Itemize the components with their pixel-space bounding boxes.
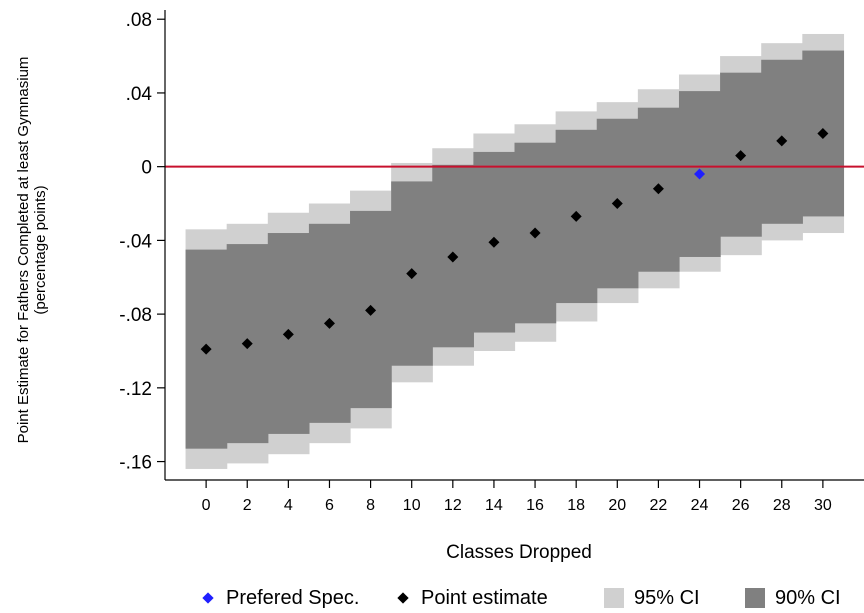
x-tick-label: 8: [366, 497, 375, 514]
x-tick-label: 6: [325, 497, 334, 514]
point-estimate-marker: [570, 210, 582, 222]
y-axis-label-line1: Point Estimate for Fathers Completed at …: [15, 57, 32, 444]
point-estimate-marker: [611, 198, 623, 210]
chart-plot: .08.040-.04-.08-.12-.16 0 2 4 6 8 10 12 14 16 18 2…: [15, 10, 864, 563]
y-tick-label: -.08: [119, 305, 152, 326]
legend-label-ci95: 95% CI: [634, 586, 700, 609]
chart-legend: Prefered Spec. Point estimate 95% CI 90%…: [0, 583, 864, 613]
point-estimate-marker: [735, 150, 747, 162]
y-axis: .08 .04 0 -.04 -.08 -.12 -.16: [119, 10, 166, 480]
ci90-band-group: [185, 50, 845, 449]
point-estimate-marker: [365, 304, 377, 316]
legend-label-ci90: 90% CI: [775, 586, 841, 609]
x-tick-label: 20: [608, 497, 626, 514]
y-tick-label: .04: [126, 84, 153, 105]
x-tick-label: 4: [284, 497, 293, 514]
x-tick-label: 16: [526, 497, 544, 514]
legend-swatch-preferred: [202, 592, 214, 604]
point-estimate-marker: [652, 183, 664, 195]
legend-swatch-point-estimate: [397, 592, 409, 604]
point-estimate-marker: [200, 343, 212, 355]
x-tick-label: 12: [444, 497, 462, 514]
y-tick-label: -.16: [119, 453, 152, 474]
point-estimate-marker: [323, 317, 335, 329]
legend-item-ci90: 90% CI: [745, 583, 841, 613]
legend-swatch-ci95: [604, 588, 624, 608]
y-tick-label: -.12: [119, 379, 152, 400]
point-estimate-marker: [447, 251, 459, 263]
point-estimate-marker: [282, 328, 294, 340]
point-estimate-marker: [488, 236, 500, 248]
y-tick-label: 0: [141, 158, 152, 179]
legend-swatch-ci90: [745, 588, 765, 608]
x-tick-label: 22: [650, 497, 668, 514]
point-estimate-marker: [406, 268, 418, 280]
x-tick-label: 30: [814, 497, 832, 514]
x-tick-label: 18: [567, 497, 585, 514]
legend-item-preferred: Prefered Spec.: [200, 583, 359, 613]
x-tick-label: 26: [732, 497, 750, 514]
point-estimate-marker: [817, 127, 829, 139]
x-axis-label: Classes Dropped: [446, 542, 592, 563]
y-axis-label-line2: (percentage points): [32, 185, 49, 314]
point-estimate-marker: [241, 338, 253, 350]
legend-label-point-estimate: Point estimate: [421, 586, 548, 609]
x-axis: 0 2 4 6 8 10 12 14 16 18 20 22 24 26 28 30: [165, 479, 864, 514]
x-tick-label: 28: [773, 497, 791, 514]
point-estimate-group: [200, 127, 829, 355]
x-tick-label: 2: [243, 497, 252, 514]
point-estimate-marker: [529, 227, 541, 239]
legend-label-preferred: Prefered Spec.: [226, 586, 360, 609]
legend-item-point-estimate: Point estimate: [395, 583, 548, 613]
x-tick-label: 24: [691, 497, 709, 514]
preferred-spec-marker: [694, 168, 706, 180]
x-tick-label: 14: [485, 497, 503, 514]
x-tick-label: 0: [202, 497, 211, 514]
legend-item-ci95: 95% CI: [604, 583, 700, 613]
y-tick-label: -.04: [119, 231, 152, 252]
y-tick-label: .08: [126, 10, 152, 31]
x-tick-label: 10: [403, 497, 421, 514]
point-estimate-marker: [776, 135, 788, 147]
